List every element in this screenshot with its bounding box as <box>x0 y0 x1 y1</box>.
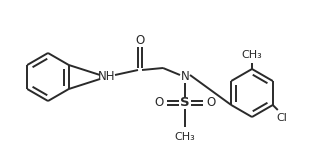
Text: CH₃: CH₃ <box>241 50 263 60</box>
Text: O: O <box>135 35 145 47</box>
Text: NH: NH <box>98 71 116 84</box>
Text: S: S <box>180 97 190 109</box>
Text: CH₃: CH₃ <box>175 132 195 142</box>
Text: O: O <box>154 97 164 109</box>
Text: O: O <box>206 97 216 109</box>
Text: N: N <box>181 71 189 84</box>
Text: Cl: Cl <box>276 113 287 123</box>
